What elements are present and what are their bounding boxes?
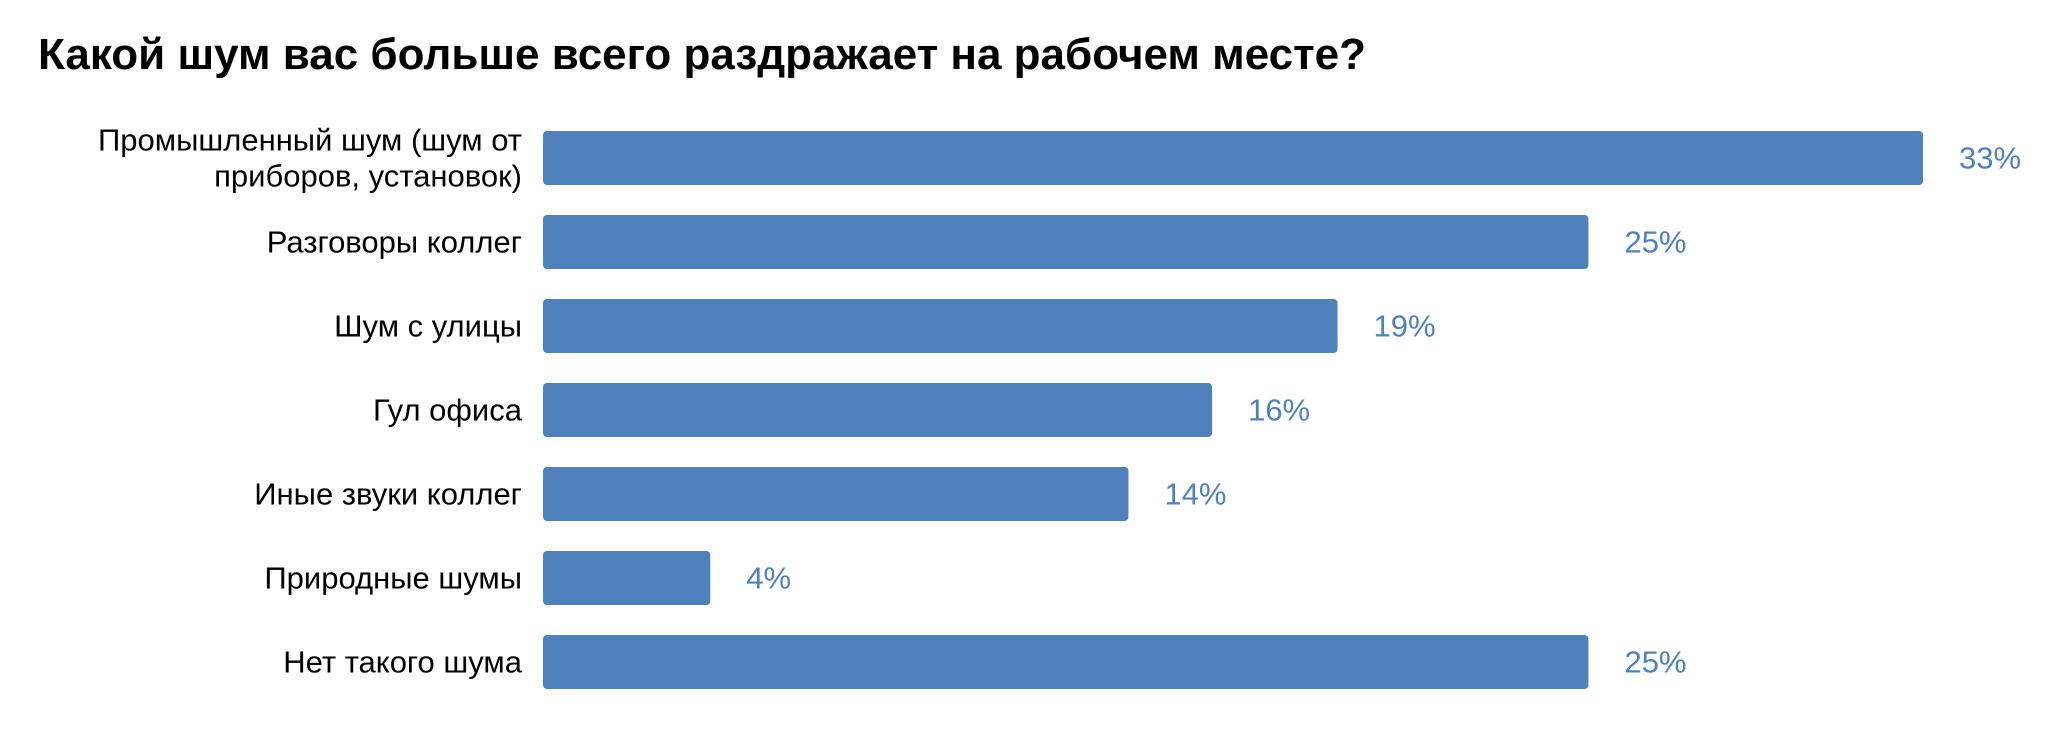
category-label-line: Гул офиса bbox=[373, 393, 523, 428]
bar-5 bbox=[543, 551, 711, 605]
bar-1 bbox=[543, 215, 1589, 269]
chart-title: Какой шум вас больше всего раздражает на… bbox=[38, 30, 1366, 79]
category-label-1: Разговоры коллег bbox=[267, 225, 522, 260]
category-label-line: Шум с улицы bbox=[334, 309, 522, 344]
category-label-line: Разговоры коллег bbox=[267, 225, 522, 260]
bar-4 bbox=[543, 467, 1129, 521]
bar-0 bbox=[543, 131, 1923, 185]
bar-6 bbox=[543, 635, 1589, 689]
value-label-0: 33% bbox=[1959, 141, 2021, 176]
bar-3 bbox=[543, 383, 1213, 437]
value-label-4: 14% bbox=[1164, 477, 1226, 512]
category-label-5: Природные шумы bbox=[264, 561, 522, 596]
category-label-line: приборов, установок) bbox=[214, 159, 522, 194]
bar-2 bbox=[543, 299, 1338, 353]
value-label-1: 25% bbox=[1624, 225, 1686, 260]
category-label-0: Промышленный шум (шум от приборов, устано… bbox=[98, 123, 522, 194]
category-label-4: Иные звуки коллег bbox=[254, 477, 522, 512]
category-label-2: Шум с улицы bbox=[334, 309, 522, 344]
value-label-6: 25% bbox=[1624, 645, 1686, 680]
value-label-3: 16% bbox=[1248, 393, 1310, 428]
value-label-2: 19% bbox=[1374, 309, 1436, 344]
category-label-line: Нет такого шума bbox=[283, 645, 522, 680]
category-label-line: Промышленный шум (шум от bbox=[98, 123, 522, 158]
category-label-3: Гул офиса bbox=[373, 393, 523, 428]
value-label-5: 4% bbox=[746, 561, 791, 596]
category-label-line: Природные шумы bbox=[264, 561, 522, 596]
category-label-6: Нет такого шума bbox=[283, 645, 522, 680]
category-label-line: Иные звуки коллег bbox=[254, 477, 522, 512]
